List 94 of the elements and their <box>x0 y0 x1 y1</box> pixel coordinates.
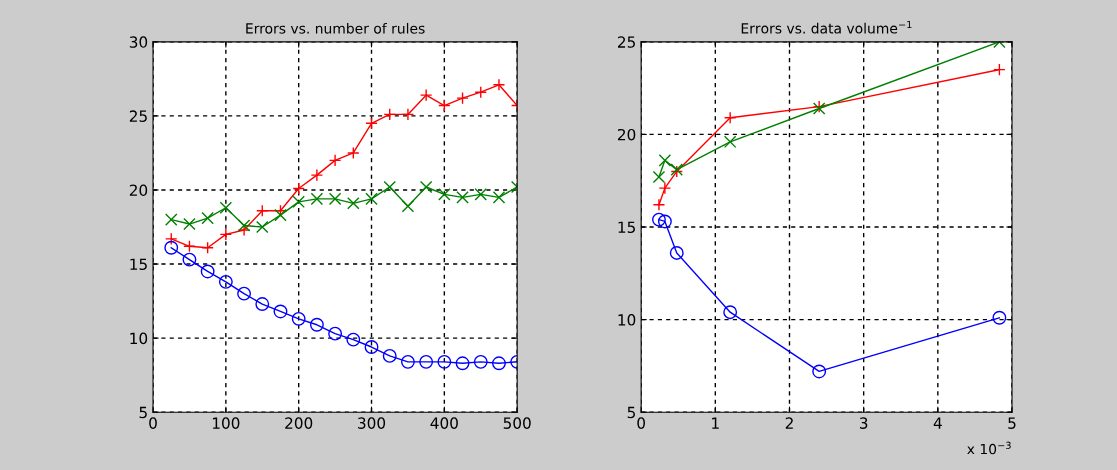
point <box>346 332 361 347</box>
point <box>812 364 827 379</box>
point <box>291 311 306 326</box>
point <box>474 188 488 201</box>
x-tick-label: 400 <box>430 417 458 429</box>
point <box>383 180 396 194</box>
point <box>328 326 343 341</box>
x-tick-label: 5 <box>1008 417 1016 429</box>
point <box>456 191 469 204</box>
point <box>473 354 488 369</box>
point <box>164 213 178 226</box>
point <box>657 214 672 229</box>
x-tick-label: 500 <box>503 417 531 429</box>
point <box>455 356 470 371</box>
text: x 10$^{−3}$ <box>967 441 1011 455</box>
y-tick-label: 20 <box>129 184 148 196</box>
y-tick-label: 5 <box>139 406 147 419</box>
x-tick-label: 100 <box>212 417 240 429</box>
point <box>652 170 666 184</box>
y-tick-label: 25 <box>617 36 635 48</box>
point <box>658 181 672 195</box>
y-tick-label: 5 <box>627 406 635 419</box>
y-tick-label: 30 <box>129 36 148 48</box>
point <box>723 135 737 149</box>
point <box>492 191 506 204</box>
point <box>474 85 488 99</box>
point <box>218 274 233 289</box>
point <box>273 304 288 319</box>
point <box>383 108 396 121</box>
point <box>347 197 360 210</box>
point <box>723 305 738 320</box>
x-tick-label: 4 <box>933 417 942 429</box>
point <box>419 180 433 194</box>
point <box>419 354 434 369</box>
x-tick-label: 0 <box>637 417 645 429</box>
x-tick-label: 1 <box>712 417 719 429</box>
point <box>256 204 269 217</box>
point <box>309 317 324 332</box>
point <box>437 354 452 369</box>
y-tick-label: 25 <box>129 110 147 122</box>
point <box>993 63 1006 76</box>
point <box>658 154 672 167</box>
point <box>401 108 415 121</box>
point <box>438 99 451 112</box>
x-tick-label: 3 <box>859 417 868 429</box>
point <box>347 146 360 160</box>
point <box>723 111 737 125</box>
point <box>310 168 324 182</box>
chart-title: Errors vs. data volume$^{−1}$ <box>741 21 912 34</box>
point <box>274 208 287 222</box>
point <box>438 188 451 201</box>
y-tick-label: 10 <box>618 314 636 326</box>
point <box>201 211 214 225</box>
point <box>201 241 214 255</box>
point <box>200 264 215 279</box>
point <box>364 340 379 354</box>
point <box>310 192 324 206</box>
point <box>219 228 233 241</box>
point <box>183 240 196 253</box>
point <box>382 348 397 363</box>
point <box>669 245 684 260</box>
point <box>365 117 378 130</box>
point <box>328 154 342 167</box>
point <box>492 78 506 92</box>
point <box>237 286 252 301</box>
point <box>219 201 233 215</box>
point <box>292 195 305 209</box>
point <box>401 200 415 213</box>
x-tick-label: 0 <box>149 417 157 429</box>
y-tick-label: 10 <box>130 332 148 345</box>
y-tick-label: 20 <box>617 128 636 141</box>
point <box>992 310 1007 325</box>
point <box>456 91 469 105</box>
y-tick-label: 15 <box>618 221 635 234</box>
point <box>652 198 666 212</box>
x-tick-label: 200 <box>285 417 313 429</box>
chart-title: Errors vs. number of rules <box>246 22 425 34</box>
point <box>255 297 270 311</box>
point <box>164 232 178 246</box>
point <box>419 88 433 102</box>
point <box>365 192 378 206</box>
y-tick-label: 15 <box>130 258 147 271</box>
point <box>400 354 415 369</box>
point <box>328 192 342 206</box>
point <box>237 219 251 232</box>
point <box>256 220 269 234</box>
x-tick-label: 300 <box>358 417 386 429</box>
x-tick-label: 2 <box>785 417 793 429</box>
point <box>164 240 179 255</box>
point <box>492 356 506 371</box>
point <box>292 182 305 195</box>
point <box>182 252 197 267</box>
point <box>652 212 666 227</box>
point <box>183 217 196 231</box>
